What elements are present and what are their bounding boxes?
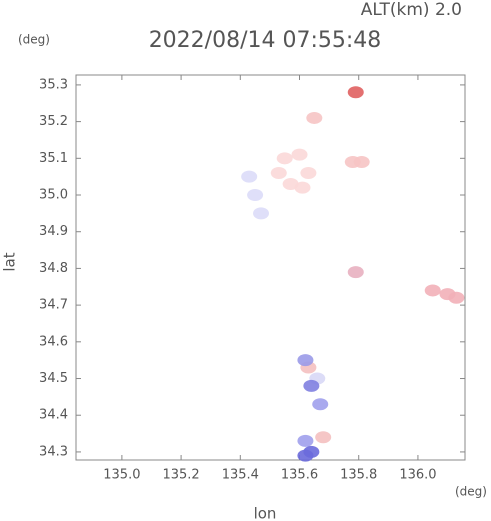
y-tick-label: 34.8 [39, 261, 68, 276]
y-tick-label: 35.1 [39, 151, 68, 166]
y-tick-label: 34.6 [39, 334, 68, 349]
y-tick-label: 35.0 [39, 188, 68, 203]
echo-cell [241, 170, 258, 183]
echo-cell [448, 291, 465, 304]
chart-title: 2022/08/14 07:55:48 [149, 28, 382, 53]
echo-cell [312, 398, 329, 411]
echo-cell [303, 379, 320, 392]
echo-cell [300, 166, 317, 179]
echo-cell [270, 166, 287, 179]
x-tick-label: 135.2 [162, 468, 199, 483]
x-tick-label: 135.4 [222, 468, 259, 483]
altitude-label: ALT(km) 2.0 [361, 0, 462, 20]
y-tick-label: 34.4 [39, 408, 68, 423]
x-tick-label: 135.6 [281, 468, 318, 483]
x-unit: (deg) [455, 485, 487, 499]
echo-cell [297, 434, 314, 447]
y-unit: (deg) [18, 33, 50, 47]
x-tick-label: 135.8 [340, 468, 377, 483]
echo-cell [353, 155, 370, 168]
plot-frame [75, 74, 466, 461]
echo-cell [297, 354, 314, 367]
echo-cell [247, 189, 264, 202]
echo-cell [253, 207, 270, 220]
y-tick-label: 34.7 [39, 298, 68, 313]
y-tick-label: 34.3 [39, 444, 68, 459]
echo-cell [306, 111, 323, 124]
echo-cell [424, 284, 441, 297]
echo-cell [276, 152, 293, 165]
x-axis-label: lon [254, 505, 277, 521]
echo-cell [347, 86, 364, 99]
y-tick-label: 35.2 [39, 114, 68, 129]
x-tick-label: 135.0 [103, 468, 140, 483]
y-tick-label: 34.5 [39, 371, 68, 386]
y-axis-label: lat [1, 252, 19, 271]
echo-cell [294, 181, 311, 194]
x-tick-label: 136.0 [399, 468, 436, 483]
echo-cell [315, 431, 332, 444]
echo-cell [291, 148, 308, 161]
y-tick-label: 35.3 [39, 77, 68, 92]
echo-cell [347, 266, 364, 279]
echo-cell [297, 449, 314, 462]
y-tick-label: 34.9 [39, 224, 68, 239]
